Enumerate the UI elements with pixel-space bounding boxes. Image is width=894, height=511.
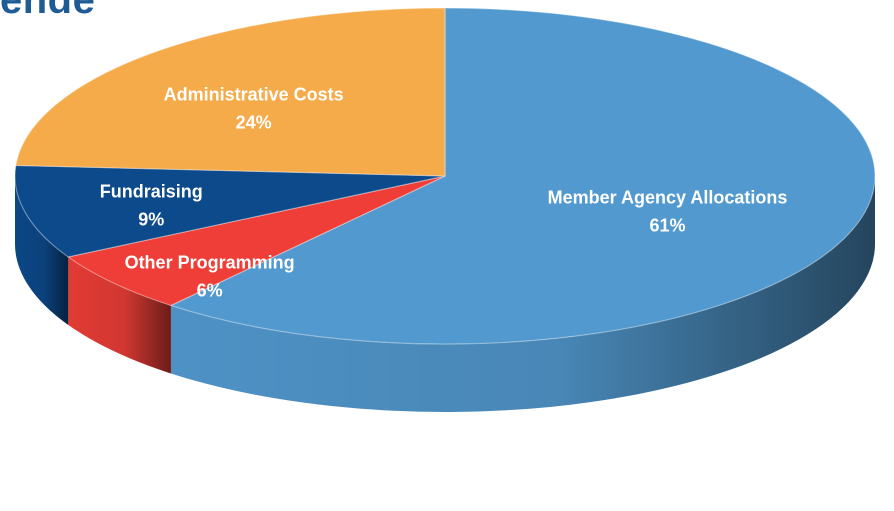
page-title: ende (0, 0, 96, 22)
slice-value-administrative-costs: 24% (236, 112, 272, 132)
pie-side-shade-member-agency-allocations (170, 176, 875, 412)
pie-slice-member-agency-allocations (169, 7, 876, 345)
pie-side-shade-other-programming (68, 256, 171, 374)
slice-value-member-agency-allocations: 61% (650, 215, 686, 235)
pie-slice-fundraising (14, 164, 446, 258)
slice-label-fundraising: Fundraising (100, 182, 203, 202)
slice-value-fundraising: 9% (138, 210, 164, 230)
pie-slice-other-programming (66, 175, 446, 307)
pie-side-shade-fundraising (15, 176, 69, 325)
pie-labels: Member Agency Allocations 61% Other Progra… (100, 84, 788, 300)
slice-label-other-programming: Other Programming (125, 252, 295, 272)
pie-sides (15, 176, 875, 412)
pie-slice-administrative-costs (15, 7, 446, 177)
slice-value-other-programming: 6% (197, 280, 223, 300)
slice-label-administrative-costs: Administrative Costs (164, 84, 344, 104)
pie-tops (14, 7, 876, 345)
slice-label-member-agency-allocations: Member Agency Allocations (548, 187, 788, 207)
